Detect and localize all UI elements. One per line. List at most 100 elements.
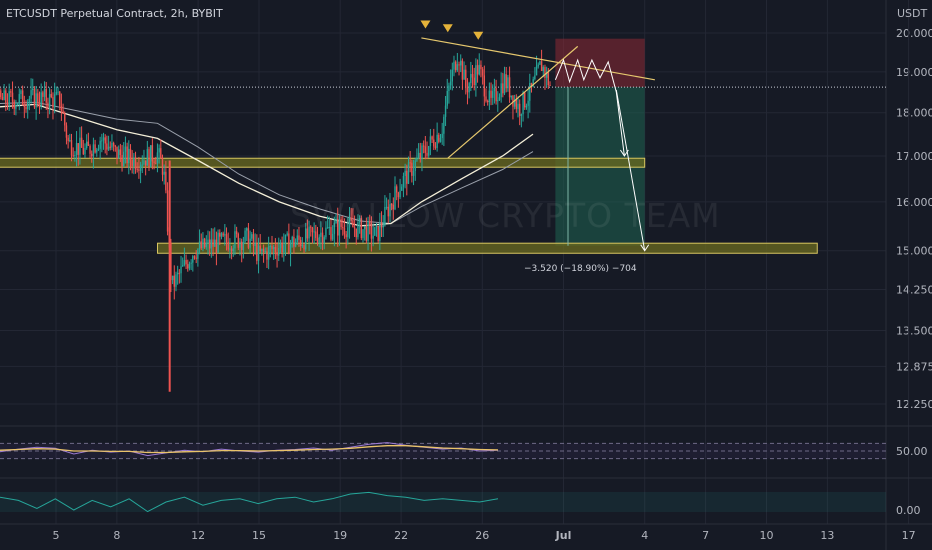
candle-body [284, 234, 287, 246]
support-trendline[interactable] [447, 45, 579, 159]
candle-body [232, 248, 234, 252]
candle-body [1, 96, 4, 101]
y-tick-label: 18.000 [896, 107, 932, 120]
candle-body [102, 137, 105, 141]
candle-body [500, 83, 502, 98]
x-tick-label: 5 [53, 529, 60, 542]
peak-marker [473, 31, 484, 40]
candle-body [138, 169, 140, 171]
candle-body [197, 249, 199, 259]
candle-body [530, 83, 533, 87]
candle-body [207, 239, 209, 244]
candle-body [170, 242, 172, 281]
projection-path-second[interactable] [615, 89, 646, 251]
y-tick-label: 19.000 [896, 66, 932, 79]
candle-body [84, 148, 86, 155]
candle-body [527, 100, 529, 106]
candle-body [136, 168, 138, 170]
candle-body [456, 64, 459, 71]
candle-body [539, 61, 541, 65]
candle-body [72, 155, 74, 157]
candle-body [163, 171, 165, 175]
candle-body [390, 204, 393, 206]
candle-body [195, 257, 197, 259]
candle-body [143, 160, 145, 165]
candle-body [549, 85, 551, 87]
candle-body [160, 148, 162, 159]
candle-body [377, 226, 379, 241]
candle-body [279, 242, 282, 249]
candle-body [208, 239, 211, 249]
candle-body [80, 137, 83, 148]
candle-body [121, 154, 123, 167]
support-zone-upper[interactable] [0, 157, 646, 168]
y-tick-label: 20.000 [896, 27, 932, 40]
candle-body [463, 69, 465, 80]
candle-body [458, 64, 460, 66]
candle-body [512, 95, 514, 107]
candle-body [178, 272, 181, 274]
candle-body [242, 242, 245, 250]
candle-body [320, 232, 322, 237]
candle-body [173, 275, 175, 287]
candle-body [180, 266, 182, 274]
currency-label[interactable]: USDT [897, 7, 928, 20]
candle-body [247, 228, 250, 248]
candle-body [212, 239, 214, 247]
candle-body [20, 90, 22, 95]
candle-body [249, 238, 251, 248]
ema-fast-line [0, 103, 534, 227]
candle-body [330, 227, 332, 240]
resistance-trendline[interactable] [421, 37, 655, 81]
candle-body [256, 243, 258, 261]
candle-body [481, 69, 484, 76]
candle-body [449, 81, 452, 86]
candle-body [42, 92, 44, 97]
candle-body [357, 222, 359, 238]
candle-body [70, 140, 73, 156]
candle-body [387, 206, 389, 217]
candle-body [219, 232, 221, 237]
candle-body [252, 234, 255, 246]
candle-body [220, 233, 223, 237]
candle-body [374, 227, 376, 236]
candle-body [342, 226, 344, 228]
candle-body [318, 236, 320, 243]
candle-body [453, 61, 455, 70]
candle-body [473, 77, 475, 86]
candle-body [210, 239, 213, 249]
candle-body [478, 64, 480, 75]
candle-body [278, 248, 280, 256]
candle-body [542, 67, 544, 71]
candle-body [389, 204, 391, 217]
candle-body [16, 103, 19, 105]
candle-body [267, 246, 270, 260]
candle-body [234, 231, 236, 249]
candle-body [446, 90, 448, 106]
candle-body [485, 96, 487, 102]
candle-body [64, 113, 66, 126]
support-zone-lower[interactable] [157, 242, 818, 254]
candle-body [60, 105, 63, 111]
candle-body [404, 170, 406, 176]
candle-body [372, 235, 374, 239]
candle-body [525, 105, 528, 108]
candle-body [326, 227, 329, 229]
candle-body [313, 231, 315, 233]
candle-body [470, 74, 472, 84]
watermark: SWALLOW CRYPTO TEAM [290, 196, 721, 235]
chart-title[interactable]: ETCUSDT Perpetual Contract, 2h, BYBIT [6, 7, 223, 20]
candle-body [358, 218, 361, 223]
candle-body [488, 90, 491, 103]
candle-body [352, 220, 354, 228]
projection-path[interactable] [554, 58, 625, 157]
candle-body [303, 245, 305, 250]
candle-body [281, 242, 283, 253]
candle-body [394, 186, 396, 210]
oscillator-axis-label: 0.00 [896, 504, 921, 517]
candle-body [27, 102, 29, 110]
candle-body [535, 66, 538, 76]
candle-body [444, 105, 447, 117]
candle-body [239, 241, 241, 248]
